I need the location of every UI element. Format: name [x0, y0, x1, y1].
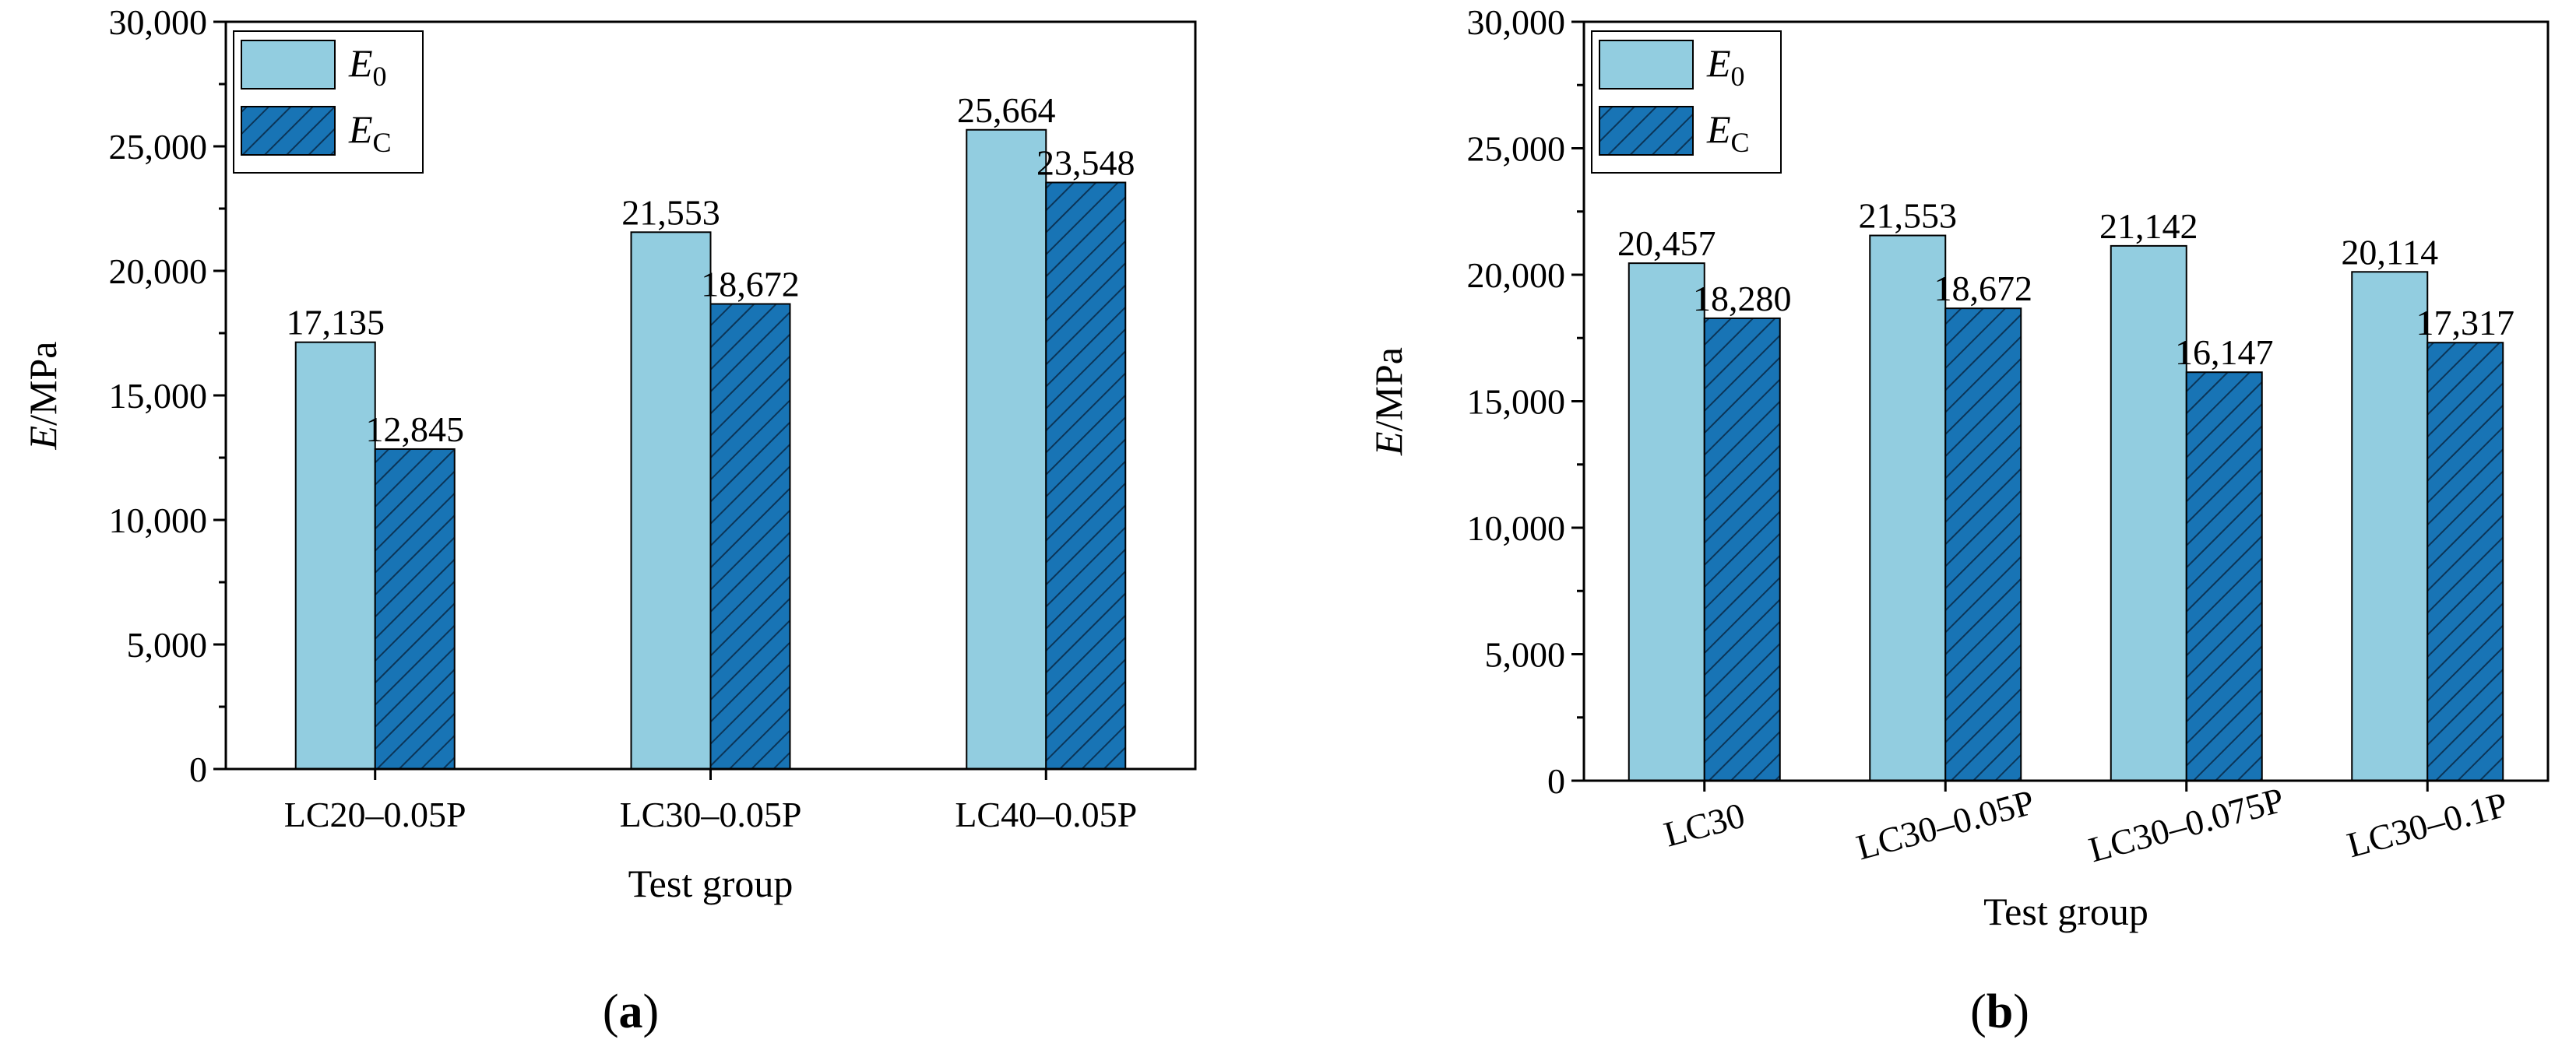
bar-ec-1: [709, 303, 791, 771]
panel-label-letter: a: [619, 985, 643, 1038]
legend-label-ec-subscript: C: [373, 127, 392, 158]
panel-label: (a): [603, 985, 659, 1038]
y-tick-label-2: 10,000: [1467, 508, 1566, 548]
y-axis-title-unit: /MPa: [1367, 347, 1410, 431]
data-label-e0-2: 21,142: [2099, 206, 2198, 246]
data-label-ec-3: 17,317: [2416, 303, 2515, 342]
x-tick-label-2: LC40–0.05P: [955, 795, 1137, 834]
x-tick-label-3: LC30–0.1P: [2343, 785, 2512, 866]
panel-label-letter: b: [1987, 985, 2013, 1038]
y-axis-title-symbol: E: [1367, 431, 1410, 456]
y-tick-label-0: 0: [1547, 761, 1565, 801]
y-tick-label-4: 20,000: [1467, 255, 1566, 295]
data-label-ec-0: 12,845: [365, 409, 464, 449]
bar-e0-1: [1869, 234, 1947, 781]
legend-label-e0: E0: [1706, 41, 1745, 92]
panel-label-close-paren: ): [2013, 985, 2029, 1038]
legend-swatch-ec: [241, 106, 336, 156]
legend-label-ec: EC: [1706, 107, 1750, 158]
legend-label-e0-symbol: E: [1706, 41, 1731, 85]
bar-ec-0: [1703, 317, 1781, 781]
y-tick-label-6: 30,000: [109, 2, 208, 42]
bar-e0-3: [2351, 271, 2429, 782]
x-tick-label-0: LC20–0.05P: [284, 795, 466, 834]
x-axis-title: Test group: [1983, 890, 2148, 933]
y-tick-label-3: 15,000: [109, 376, 208, 416]
y-tick-label-2: 10,000: [109, 500, 208, 540]
legend-label-e0-symbol: E: [348, 41, 373, 85]
bar-e0-2: [966, 128, 1047, 770]
bar-ec-2: [1045, 181, 1127, 771]
legend-label-ec-subscript: C: [1731, 127, 1750, 158]
data-label-e0-2: 25,664: [957, 90, 1056, 130]
bar-ec-2: [2185, 371, 2263, 782]
data-label-e0-0: 20,457: [1617, 223, 1716, 263]
legend-swatch-e0: [1599, 40, 1694, 90]
data-label-ec-1: 18,672: [1934, 269, 2033, 308]
y-tick-label-3: 15,000: [1467, 382, 1566, 422]
bar-e0-1: [630, 231, 712, 770]
panel-label: (b): [1970, 985, 2029, 1038]
bar-e0-0: [1628, 262, 1705, 781]
bar-ec-0: [374, 448, 456, 771]
x-axis-title: Test group: [628, 862, 794, 905]
data-label-ec-2: 23,548: [1036, 142, 1135, 182]
y-tick-label-1: 5,000: [127, 625, 208, 665]
data-label-ec-2: 16,147: [2175, 332, 2274, 372]
y-axis-title-symbol: E: [21, 426, 65, 451]
bar-e0-0: [294, 341, 376, 770]
x-tick-label-1: LC30–0.05P: [1853, 782, 2039, 868]
legend-label-ec: EC: [348, 107, 392, 158]
x-tick-label-0: LC30: [1659, 795, 1748, 854]
legend-label-ec-symbol: E: [1706, 107, 1731, 151]
y-axis-title-unit: /MPa: [21, 342, 65, 426]
bar-ec-3: [2426, 342, 2504, 781]
bar-ec-1: [1944, 307, 2022, 782]
x-tick-label-2: LC30–0.075P: [2085, 780, 2288, 870]
panel-label-open-paren: (: [603, 985, 619, 1038]
y-tick-label-0: 0: [189, 750, 207, 789]
data-label-e0-1: 21,553: [1859, 196, 1958, 236]
chart-panel-b: 20,457 18,280 LC30 21,553 18,672 LC30–0.05P 21…: [1367, 2, 2550, 1038]
panel-label-open-paren: (: [1970, 985, 1987, 1038]
data-label-e0-0: 17,135: [286, 303, 385, 342]
bar-e0-2: [2110, 244, 2187, 781]
legend-label-e0-subscript: 0: [1731, 61, 1745, 92]
legend-label-ec-symbol: E: [348, 107, 373, 151]
panel-label-close-paren: ): [643, 985, 660, 1038]
data-label-e0-1: 21,553: [621, 192, 720, 232]
y-tick-label-5: 25,000: [1467, 129, 1566, 169]
legend-label-e0: E0: [348, 41, 387, 92]
y-tick-label-1: 5,000: [1485, 635, 1566, 675]
data-label-e0-3: 20,114: [2341, 232, 2438, 272]
y-axis-title: E/MPa: [21, 342, 65, 451]
legend-label-e0-subscript: 0: [373, 61, 387, 92]
chart-panel-a: 17,135 12,845 LC20–0.05P 21,553 18,672 LC30–0…: [21, 2, 1197, 1038]
y-tick-label-4: 20,000: [109, 251, 208, 291]
legend-swatch-ec: [1599, 106, 1694, 156]
data-label-ec-0: 18,280: [1693, 279, 1792, 318]
legend-swatch-e0: [241, 40, 336, 90]
x-tick-label-1: LC30–0.05P: [620, 795, 802, 834]
y-tick-label-5: 25,000: [109, 127, 208, 167]
y-axis-title: E/MPa: [1367, 347, 1410, 456]
y-tick-label-6: 30,000: [1467, 2, 1566, 42]
data-label-ec-1: 18,672: [701, 264, 800, 304]
